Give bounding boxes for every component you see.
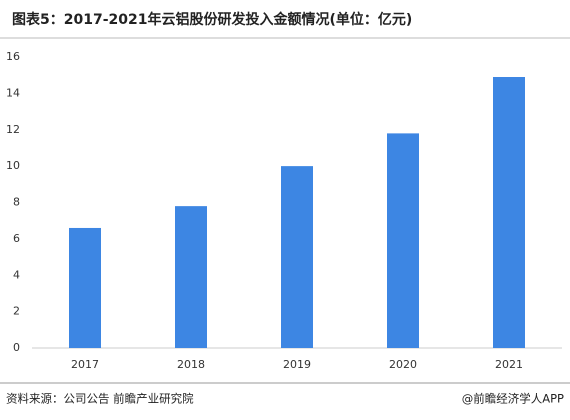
credit: @前瞻经济学人APP (462, 392, 564, 406)
y-tick-label: 2 (13, 305, 20, 318)
bar (493, 77, 525, 348)
y-tick-label: 16 (6, 50, 20, 63)
x-tick-label: 2021 (495, 358, 523, 371)
x-tick-label: 2018 (177, 358, 205, 371)
y-tick-label: 4 (13, 268, 20, 281)
x-tick-label: 2020 (389, 358, 417, 371)
y-tick-label: 10 (6, 159, 20, 172)
bar (69, 227, 101, 348)
y-tick-label: 6 (13, 232, 20, 245)
bar (281, 166, 313, 348)
y-tick-label: 14 (6, 86, 20, 99)
y-tick-label: 12 (6, 123, 20, 136)
chart-title: 图表5：2017-2021年云铝股份研发投入金额情况(单位：亿元) (12, 11, 412, 28)
bar (175, 206, 207, 348)
source-note: 资料来源：公司公告 前瞻产业研究院 (6, 392, 194, 406)
y-tick-label: 0 (13, 341, 20, 354)
y-tick-label: 8 (13, 196, 20, 209)
x-tick-label: 2017 (71, 358, 99, 371)
x-tick-label: 2019 (283, 358, 311, 371)
bar (387, 133, 419, 348)
